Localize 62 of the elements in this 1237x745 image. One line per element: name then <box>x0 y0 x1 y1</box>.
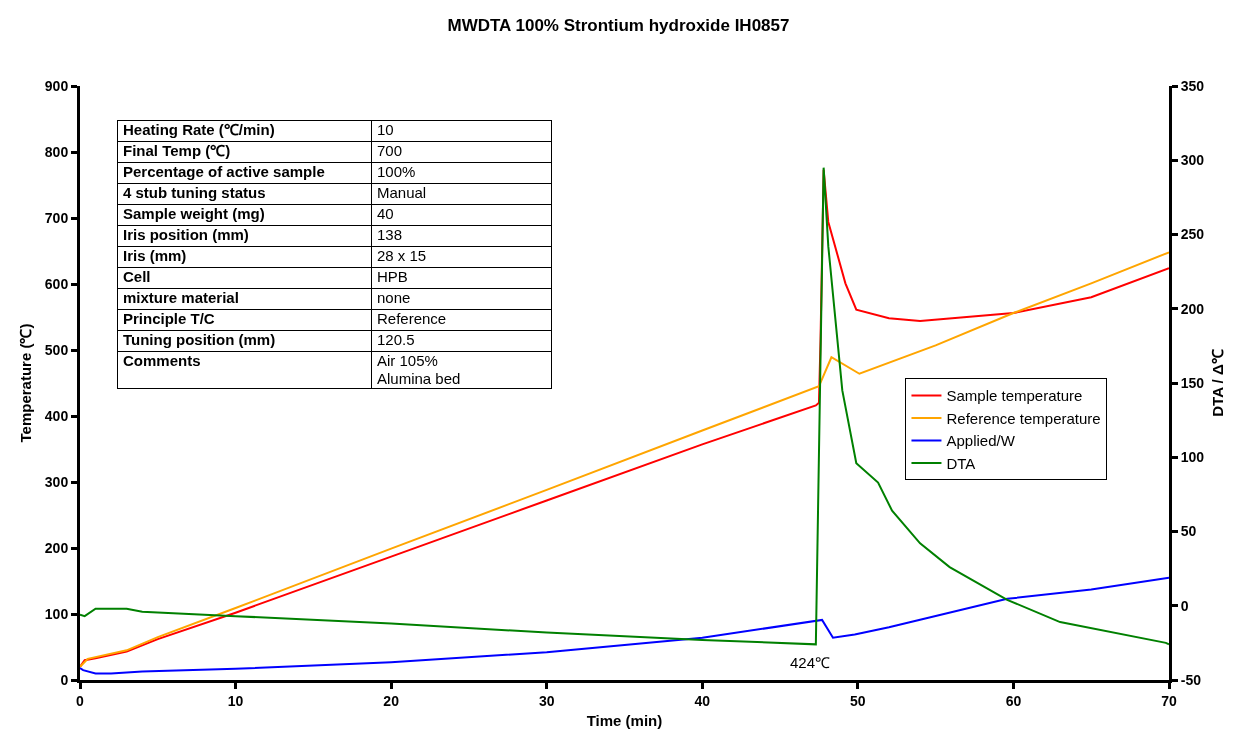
y-tick-label: 700 <box>44 209 69 226</box>
annotation: mixture material <box>117 288 372 310</box>
annotation: HPB <box>371 267 552 289</box>
chart-title: MWDTA 100% Strontium hydroxide IH0857 <box>447 15 790 35</box>
annotation: 100% <box>371 162 552 184</box>
annotation: Manual <box>371 183 552 205</box>
annotation: 10 <box>371 120 552 142</box>
y-tick-label: 800 <box>44 143 69 160</box>
y-tick-label: 200 <box>44 539 69 556</box>
line-series <box>80 576 1169 675</box>
y2-tick-label: 250 <box>1180 226 1205 243</box>
y-tick-label: 600 <box>44 275 69 292</box>
x-tick-label: 0 <box>76 692 85 709</box>
annotation: 700 <box>371 141 552 163</box>
annotation: 424℃ <box>790 654 831 671</box>
x-tick-label: 20 <box>383 692 400 709</box>
annotation: Heating Rate (℃/min) <box>117 120 372 142</box>
y2-tick-label: 150 <box>1180 374 1205 391</box>
annotation: Tuning position (mm) <box>117 330 372 352</box>
annotation: 4 stub tuning status <box>117 183 372 205</box>
y2-tick-label: 100 <box>1180 449 1205 466</box>
x-tick-label: 70 <box>1161 692 1177 709</box>
y2-tick-label: 300 <box>1180 152 1205 169</box>
y-tick-label: 900 <box>44 77 69 94</box>
y2-tick-label: 0 <box>1180 597 1189 614</box>
annotation: 138 <box>371 225 552 247</box>
x-axis-title: Time (min) <box>586 711 663 729</box>
annotation: Reference <box>371 309 552 331</box>
legend-label: Reference temperature <box>946 409 1101 427</box>
annotation: 120.5 <box>371 330 552 352</box>
annotation: 28 x 15 <box>371 246 552 268</box>
annotation: Percentage of active sample <box>117 162 372 184</box>
annotation: Principle T/C <box>117 309 372 331</box>
annotation: Cell <box>117 267 372 289</box>
y-tick-label: 300 <box>44 473 69 490</box>
x-tick-label: 40 <box>694 692 711 709</box>
y-axis-title: Temperature (℃) <box>17 323 35 443</box>
x-tick-label: 10 <box>227 692 244 709</box>
y2-axis-title: DTA / Δ℃ <box>1209 349 1227 417</box>
y-tick-label: 0 <box>60 671 69 688</box>
y2-tick-label: 50 <box>1180 523 1197 540</box>
annotation: Comments <box>117 351 372 389</box>
y2-tick-label: -50 <box>1180 671 1202 688</box>
y2-tick-label: 350 <box>1180 77 1205 94</box>
annotation: Sample weight (mg) <box>117 204 372 226</box>
legend-label: DTA <box>946 454 976 472</box>
annotation: Final Temp (℃) <box>117 141 372 163</box>
y-tick-label: 400 <box>44 407 69 424</box>
annotation: 40 <box>371 204 552 226</box>
legend-label: Applied/W <box>946 432 1016 450</box>
y-tick-label: 500 <box>44 341 69 358</box>
legend-label: Sample temperature <box>946 387 1083 405</box>
x-tick-label: 30 <box>538 692 555 709</box>
annotation: Air 105% Alumina bed <box>371 351 552 389</box>
line-series <box>80 251 1169 668</box>
x-tick-label: 60 <box>1005 692 1022 709</box>
y2-tick-label: 200 <box>1180 300 1205 317</box>
annotation: Iris position (mm) <box>117 225 372 247</box>
y-tick-label: 100 <box>44 605 69 622</box>
annotation: none <box>371 288 552 310</box>
annotation: Iris (mm) <box>117 246 372 268</box>
x-tick-label: 50 <box>850 692 866 709</box>
